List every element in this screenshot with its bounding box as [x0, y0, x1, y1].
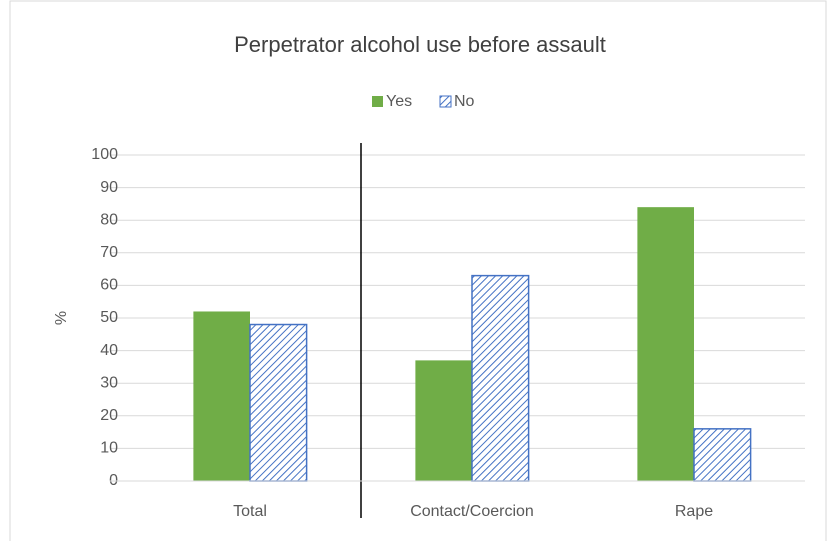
bar: [693, 428, 752, 482]
legend-swatch: [439, 95, 452, 108]
y-tick-label: 20: [100, 407, 118, 424]
y-tick-label: 40: [100, 342, 118, 359]
bar: [193, 311, 250, 481]
legend-label: Yes: [386, 93, 412, 110]
x-tick-label: Rape: [675, 503, 713, 520]
y-tick-label: 30: [100, 374, 118, 391]
y-tick-label: 10: [100, 440, 118, 457]
bar: [471, 274, 530, 482]
legend-label: No: [454, 93, 475, 110]
bar: [637, 207, 694, 481]
chart-title: Perpetrator alcohol use before assault: [234, 32, 606, 57]
legend-swatch: [372, 96, 383, 107]
y-tick-label: 50: [100, 309, 118, 326]
y-tick-label: 70: [100, 244, 118, 261]
bar: [415, 360, 472, 481]
y-tick-label: 90: [100, 179, 118, 196]
bar: [249, 323, 308, 482]
y-axis-label: %: [53, 311, 70, 325]
y-tick-label: 100: [91, 146, 118, 163]
x-tick-label: Total: [233, 503, 267, 520]
x-tick-label: Contact/Coercion: [410, 503, 534, 520]
y-tick-label: 60: [100, 277, 118, 294]
y-tick-label: 80: [100, 211, 118, 228]
